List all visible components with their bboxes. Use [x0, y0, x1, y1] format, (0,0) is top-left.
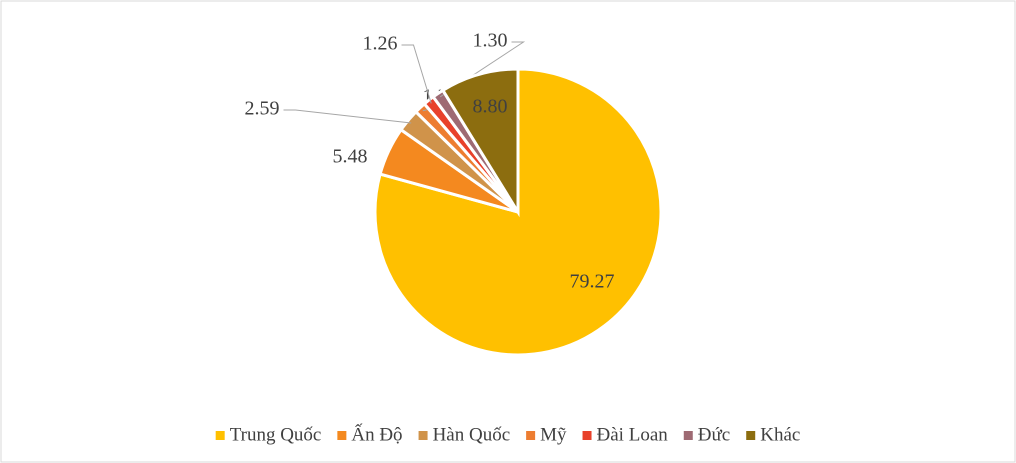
- legend-swatch: [215, 431, 225, 440]
- leader-line: [283, 109, 412, 124]
- legend-label: Đức: [698, 424, 730, 445]
- pie-slice: [373, 67, 663, 357]
- data-label: 1.30: [473, 30, 508, 52]
- pie-slice: [440, 67, 520, 218]
- legend-swatch: [337, 431, 347, 440]
- legend-label: Mỹ: [540, 424, 567, 445]
- legend-label: Trung Quốc: [230, 424, 322, 445]
- legend-swatch: [746, 431, 756, 440]
- leader-line: [401, 44, 432, 104]
- legend-swatch: [418, 431, 428, 440]
- legend-swatch: [582, 431, 592, 440]
- data-label: 5.48: [333, 146, 368, 168]
- data-label: 2.59: [245, 98, 280, 120]
- data-label: 8.80: [473, 96, 508, 118]
- legend-label: Ấn Độ: [351, 423, 402, 445]
- data-label: 79.27: [570, 271, 615, 293]
- legend-swatch: [526, 431, 536, 440]
- legend-label: Khác: [760, 424, 800, 445]
- legend-swatch: [683, 431, 693, 440]
- data-label: 1.26: [363, 33, 398, 55]
- legend-label: Đài Loan: [597, 424, 669, 445]
- legend-label: Hàn Quốc: [433, 424, 511, 445]
